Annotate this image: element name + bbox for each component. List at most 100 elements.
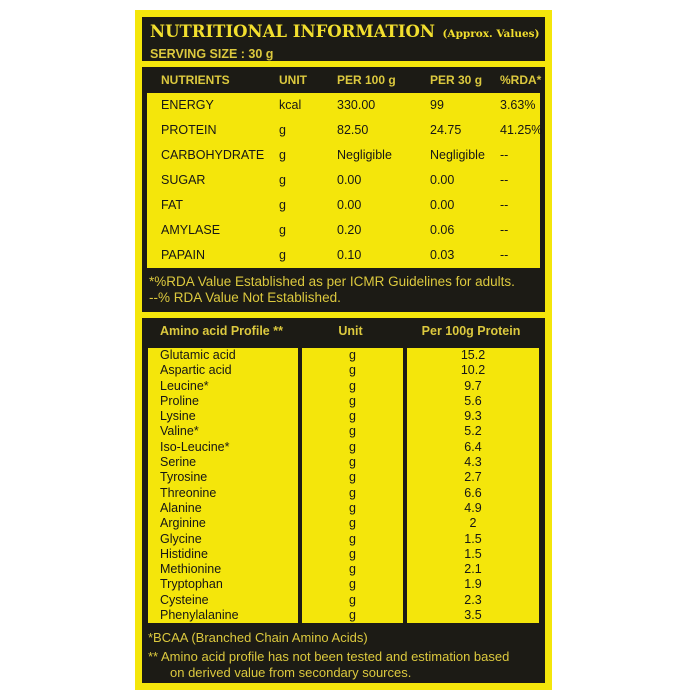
nutrient-per-100g: 0.00 — [337, 198, 362, 212]
nutrient-name: FAT — [161, 198, 183, 212]
amino-value: 2.3 — [403, 592, 539, 609]
nutrient-row: SUGAR g 0.00 0.00 -- — [147, 168, 540, 193]
amino-name: Tyrosine — [160, 470, 208, 485]
nutrient-per-30g: 0.06 — [430, 223, 455, 237]
amino-value: 3.5 — [403, 608, 539, 624]
col-header-amino-profile: Amino acid Profile ** — [160, 324, 283, 338]
amino-name: Serine — [160, 455, 197, 470]
nutrient-unit: g — [279, 173, 286, 187]
amino-name: Phenylalanine — [160, 608, 239, 623]
amino-row: Leucine* g 9.7 — [148, 378, 539, 394]
amino-unit: g — [298, 608, 403, 624]
nutrient-unit: g — [279, 148, 286, 162]
col-header-per100g: PER 100 g — [337, 73, 396, 87]
nutrient-row: PROTEIN g 82.50 24.75 41.25% — [147, 118, 543, 143]
amino-header-row: Amino acid Profile ** Unit Per 100g Prot… — [148, 318, 539, 345]
nutrition-label: NUTRITIONAL INFORMATION (Approx. Values)… — [135, 10, 552, 690]
label-title: NUTRITIONAL INFORMATION — [150, 22, 435, 41]
amino-value: 15.2 — [403, 348, 539, 364]
separator-bar-top — [142, 61, 545, 67]
amino-unit: g — [298, 393, 403, 410]
amino-row: Proline g 5.6 — [148, 393, 539, 410]
amino-row: Aspartic acid g 10.2 — [148, 363, 539, 379]
amino-name: Tryptophan — [160, 577, 223, 592]
amino-row: Glutamic acid g 15.2 — [148, 348, 539, 364]
amino-row: Arginine g 2 — [148, 516, 539, 532]
footnote-rda-established: *%RDA Value Established as per ICMR Guid… — [149, 274, 515, 289]
col-header-per30g: PER 30 g — [430, 73, 483, 87]
amino-value: 9.7 — [403, 378, 539, 394]
amino-row: Serine g 4.3 — [148, 455, 539, 471]
col-header-amino-per100g-protein: Per 100g Protein — [421, 324, 521, 338]
nutrient-rda: -- — [500, 198, 509, 212]
footnote-rda-not-established: --% RDA Value Not Established. — [149, 290, 341, 305]
col-header-amino-unit: Unit — [338, 324, 363, 338]
amino-row: Histidine g 1.5 — [148, 546, 539, 563]
amino-name: Arginine — [160, 516, 206, 531]
col-header-rda: %RDA* — [500, 73, 542, 87]
nutrient-row: AMYLASE g 0.20 0.06 -- — [147, 218, 540, 243]
nutrient-unit: g — [279, 248, 286, 262]
nutrient-per-30g: 24.75 — [430, 123, 462, 137]
amino-value: 4.9 — [403, 500, 539, 517]
col-header-nutrients: NUTRIENTS — [161, 73, 230, 87]
amino-name: Aspartic acid — [160, 363, 232, 378]
nutrient-per-100g: 0.00 — [337, 173, 362, 187]
amino-value: 1.5 — [403, 531, 539, 547]
nutrient-per-100g: 330.00 — [337, 98, 376, 112]
amino-unit: g — [298, 455, 403, 471]
amino-unit: g — [298, 562, 403, 578]
amino-name: Leucine* — [160, 378, 209, 393]
nutrient-rda: -- — [500, 248, 509, 262]
amino-name: Lysine — [160, 409, 196, 424]
nutrient-name: CARBOHYDRATE — [161, 148, 265, 162]
nutrient-name: AMYLASE — [161, 223, 221, 237]
amino-row: Methionine g 2.1 — [148, 562, 539, 578]
amino-unit: g — [298, 500, 403, 517]
nutrient-per-30g: 0.00 — [430, 198, 455, 212]
nutrient-per-100g: Negligible — [337, 148, 392, 162]
nutrient-row: FAT g 0.00 0.00 -- — [147, 193, 540, 218]
nutrient-per-100g: 82.50 — [337, 123, 369, 137]
nutrient-row: ENERGY kcal 330.00 99 3.63% — [147, 93, 540, 118]
amino-value: 6.4 — [403, 439, 539, 456]
amino-table-body: Glutamic acid g 15.2 Aspartic acid g 10.… — [148, 345, 539, 624]
amino-name: Alanine — [160, 500, 202, 515]
amino-name: Histidine — [160, 546, 208, 561]
nutrient-row: CARBOHYDRATE g Negligible Negligible -- — [147, 143, 540, 168]
amino-row: Glycine g 1.5 — [148, 531, 539, 547]
amino-row: Lysine g 9.3 — [148, 409, 539, 425]
nutrient-per-100g: 0.20 — [337, 223, 362, 237]
nutrient-rda: -- — [500, 148, 509, 162]
nutrient-per-30g: 99 — [430, 98, 444, 112]
amino-value: 6.6 — [403, 485, 539, 501]
nutrient-rda: 3.63% — [500, 98, 536, 112]
nutrient-rda: -- — [500, 173, 509, 187]
amino-name: Proline — [160, 393, 199, 408]
amino-unit: g — [298, 378, 403, 394]
amino-unit: g — [298, 485, 403, 501]
amino-unit: g — [298, 531, 403, 547]
amino-value: 5.2 — [403, 424, 539, 440]
amino-unit: g — [298, 409, 403, 425]
amino-value: 1.5 — [403, 546, 539, 563]
amino-row: Cysteine g 2.3 — [148, 592, 539, 609]
footnote-amino-tested: ** Amino acid profile has not been teste… — [148, 649, 510, 665]
amino-value: 5.6 — [403, 393, 539, 410]
nutrient-rda: 41.25% — [500, 123, 543, 137]
amino-row: Threonine g 6.6 — [148, 485, 539, 501]
amino-name: Iso-Leucine* — [160, 439, 230, 454]
amino-name: Valine* — [160, 424, 199, 439]
amino-value: 4.3 — [403, 455, 539, 471]
nutrient-per-30g: Negligible — [430, 148, 485, 162]
amino-value: 2.7 — [403, 470, 539, 486]
nutrient-unit: g — [279, 198, 286, 212]
amino-footnotes: *BCAA (Branched Chain Amino Acids) ** Am… — [142, 623, 545, 681]
amino-row: Tyrosine g 2.7 — [148, 470, 539, 486]
amino-value: 1.9 — [403, 577, 539, 593]
label-header: NUTRITIONAL INFORMATION (Approx. Values)… — [142, 17, 545, 61]
amino-value: 2 — [403, 516, 539, 532]
amino-name: Glycine — [160, 531, 202, 546]
amino-value: 9.3 — [403, 409, 539, 425]
